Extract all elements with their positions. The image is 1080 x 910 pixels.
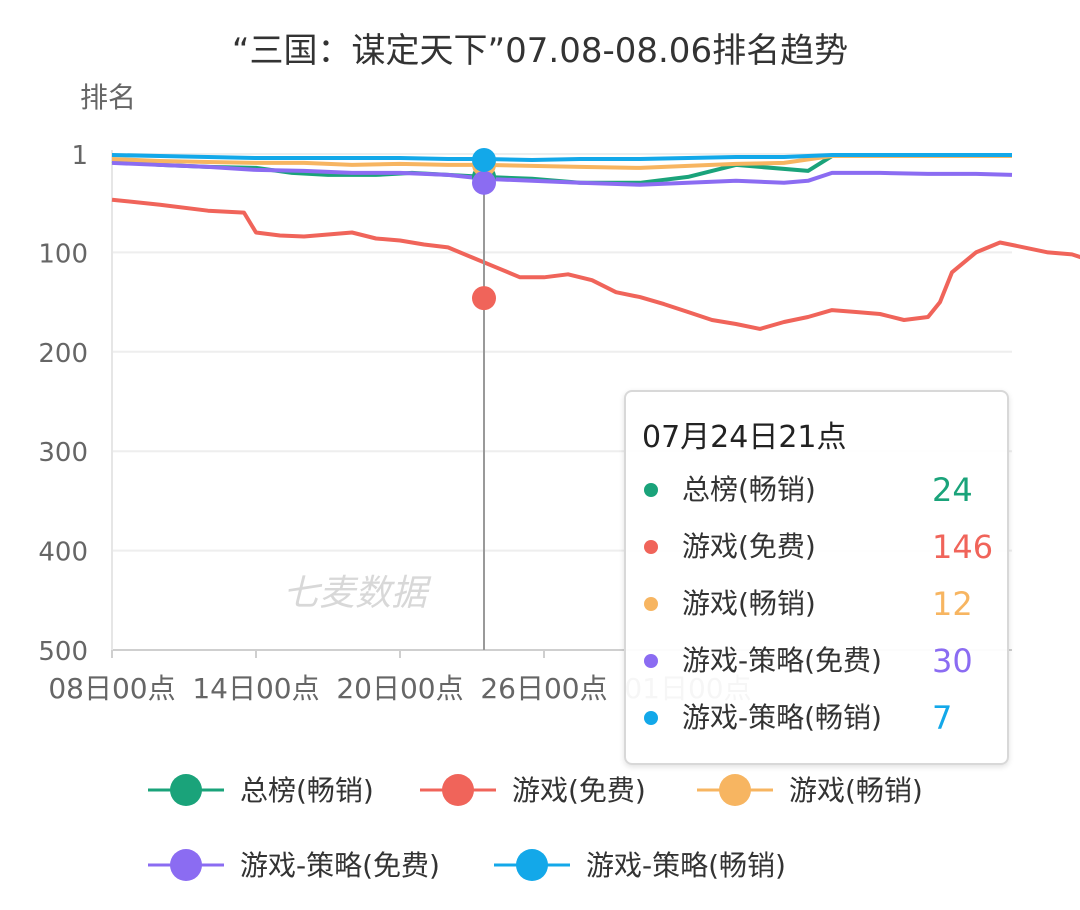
legend-marker bbox=[170, 774, 202, 806]
x-tick-label: 26日00点 bbox=[480, 672, 607, 705]
tooltip-row: 游戏-策略(免费) 30 bbox=[642, 641, 997, 681]
legend-label: 总榜(畅销) bbox=[240, 774, 374, 807]
highlight-markers bbox=[472, 147, 496, 311]
legend-label: 游戏-策略(畅销) bbox=[586, 849, 786, 882]
x-tick-label: 14日00点 bbox=[192, 672, 319, 705]
tooltip-value: 12 bbox=[932, 585, 973, 623]
legend-item[interactable]: 总榜(畅销) bbox=[148, 774, 374, 807]
series-line bbox=[111, 197, 1080, 331]
legend-item[interactable]: 游戏-策略(畅销) bbox=[494, 849, 786, 882]
series-line bbox=[111, 153, 1012, 162]
y-tick-label: 400 bbox=[38, 538, 88, 568]
tooltip-label: 游戏(畅销) bbox=[682, 587, 816, 620]
legend-marker bbox=[516, 849, 548, 881]
tooltip-row: 游戏(免费) 146 bbox=[642, 527, 997, 567]
legend-marker bbox=[719, 774, 751, 806]
highlight-marker bbox=[472, 170, 496, 195]
y-tick-label: 100 bbox=[38, 239, 88, 269]
highlight-marker bbox=[472, 286, 496, 311]
x-tick-label: 20日00点 bbox=[336, 672, 463, 705]
y-tick-label: 200 bbox=[38, 339, 88, 369]
y-tick-label: 1 bbox=[71, 141, 88, 171]
tooltip-dot bbox=[644, 711, 658, 725]
tooltip-label: 游戏-策略(免费) bbox=[682, 644, 882, 677]
tooltip-value: 7 bbox=[932, 699, 953, 737]
series-lines bbox=[111, 153, 1080, 331]
legend-marker bbox=[442, 774, 474, 806]
tooltip-title: 07月24日21点 bbox=[642, 420, 847, 455]
tooltip-label: 游戏-策略(畅销) bbox=[682, 701, 882, 734]
highlight-marker bbox=[472, 147, 496, 172]
tooltip-label: 总榜(畅销) bbox=[682, 473, 816, 506]
legend[interactable]: 总榜(畅销) 游戏(免费) 游戏(畅销) 游戏-策略(免费) 游戏-策略(畅销) bbox=[148, 774, 923, 882]
legend-label: 游戏(免费) bbox=[512, 774, 646, 807]
y-tick-label: 300 bbox=[38, 438, 88, 468]
chart-title: “三国：谋定天下”07.08-08.06排名趋势 bbox=[232, 31, 848, 71]
legend-label: 游戏-策略(免费) bbox=[240, 849, 440, 882]
tooltip: 07月24日21点 总榜(畅销) 24 游戏(免费) 146 游戏(畅销) 12 游戏-策略… bbox=[624, 390, 1009, 765]
tooltip-dot bbox=[644, 483, 658, 497]
tooltip-dot bbox=[644, 540, 658, 554]
y-axis-ticks: 1 100 200 300 400 500 bbox=[38, 141, 88, 667]
tooltip-value: 30 bbox=[932, 642, 973, 680]
legend-label: 游戏(畅销) bbox=[789, 774, 923, 807]
tooltip-dot bbox=[644, 654, 658, 668]
tooltip-row: 游戏-策略(畅销) 7 bbox=[642, 698, 997, 738]
tooltip-value: 24 bbox=[932, 471, 973, 509]
tooltip-label: 游戏(免费) bbox=[682, 530, 816, 563]
y-axis-label: 排名 bbox=[80, 81, 136, 114]
legend-item[interactable]: 游戏(免费) bbox=[420, 774, 646, 807]
tooltip-row: 总榜(畅销) 24 bbox=[642, 470, 997, 510]
series-line bbox=[111, 160, 1013, 187]
y-tick-label: 500 bbox=[38, 637, 88, 667]
legend-item[interactable]: 游戏-策略(免费) bbox=[148, 849, 440, 882]
tooltip-value: 146 bbox=[932, 528, 994, 566]
legend-marker bbox=[170, 849, 202, 881]
x-tick-label: 08日00点 bbox=[48, 672, 175, 705]
tooltip-dot bbox=[644, 597, 658, 611]
watermark: 七麦数据 bbox=[283, 573, 432, 614]
tooltip-row: 游戏(畅销) 12 bbox=[642, 584, 997, 624]
legend-item[interactable]: 游戏(畅销) bbox=[697, 774, 923, 807]
